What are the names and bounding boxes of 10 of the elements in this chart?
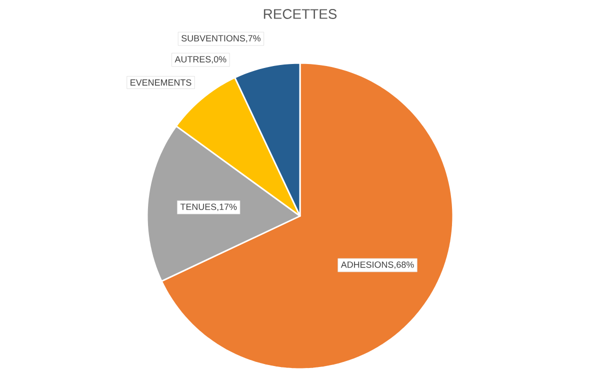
data-label: ,17% [217,204,237,212]
data-label: ,7% [246,35,261,43]
chart-title: RECETTES [264,9,337,19]
text: ,0% [212,56,226,64]
slice-label: TENUES [180,204,216,210]
slice-label: EVENEMENTS [130,79,192,86]
slice-label: SUBVENTIONS [182,35,245,42]
slice-label: ADHESIONS [340,261,394,268]
category-label: AUTRES [174,56,211,62]
data-label: ,68% [394,261,414,269]
